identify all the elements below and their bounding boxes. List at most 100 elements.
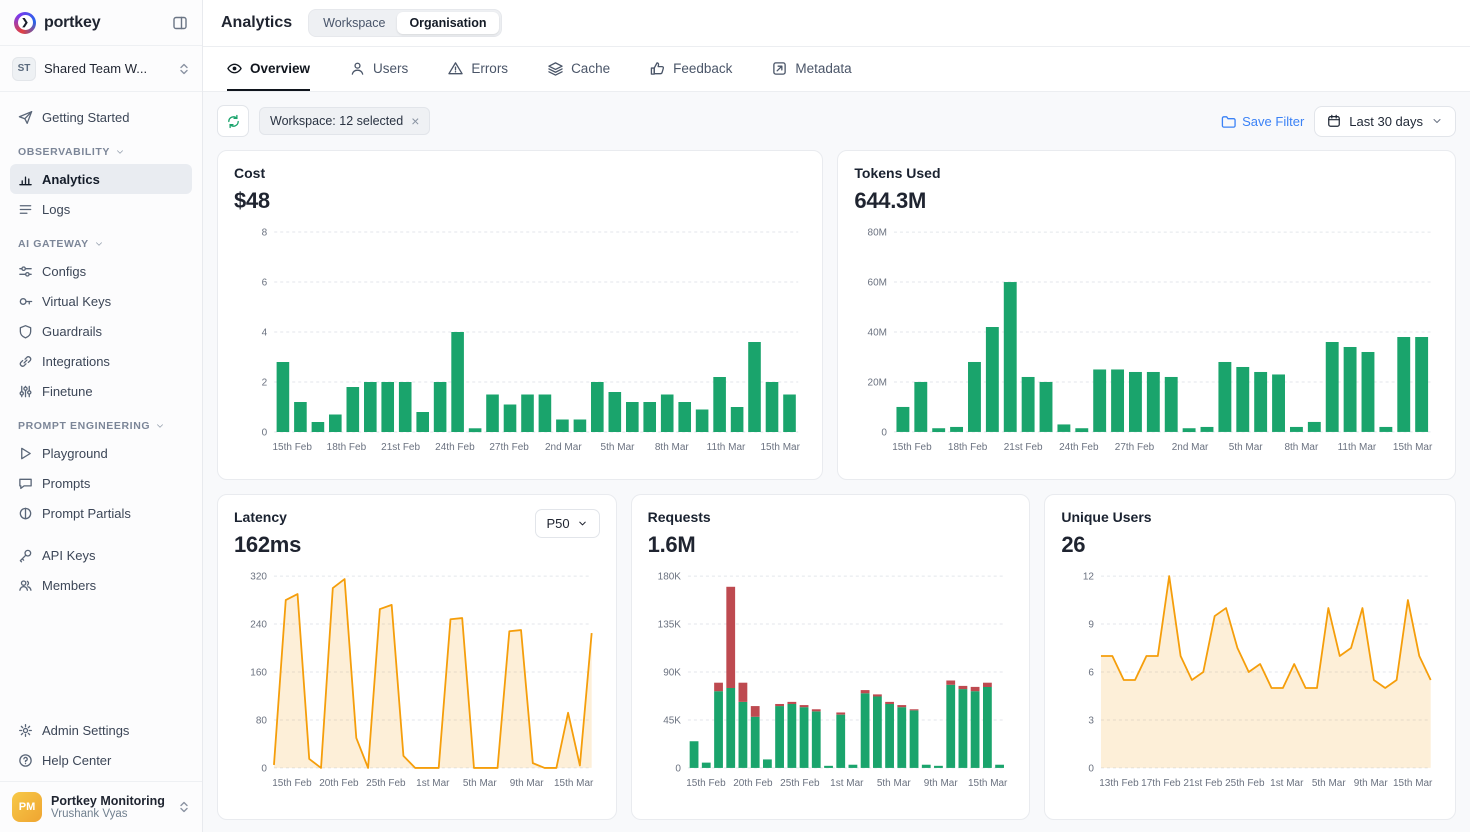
sidebar-item-virtual-keys[interactable]: Virtual Keys	[10, 286, 192, 316]
svg-text:40M: 40M	[868, 328, 887, 339]
svg-text:5th Mar: 5th Mar	[601, 442, 636, 453]
svg-text:21st Feb: 21st Feb	[381, 442, 420, 453]
tokens-used-card: Tokens Used 644.3M 0 20M 40M 60M 80M 15th Feb…	[837, 150, 1456, 480]
percentile-select[interactable]: P50	[534, 509, 600, 538]
svg-text:80M: 80M	[868, 228, 887, 239]
date-range-button[interactable]: Last 30 days	[1314, 105, 1456, 137]
svg-text:0: 0	[1089, 763, 1095, 774]
sidebar-item-logs[interactable]: Logs	[10, 194, 192, 224]
section-ai-gateway[interactable]: AI GATEWAY	[18, 238, 184, 250]
sidebar-item-prompt-partials[interactable]: Prompt Partials	[10, 498, 192, 528]
logo-text: portkey	[44, 13, 101, 31]
card-title: Cost	[234, 165, 266, 181]
tab-feedback[interactable]: Feedback	[650, 47, 732, 91]
tab-users[interactable]: Users	[350, 47, 408, 91]
sidebar-item-finetune[interactable]: Finetune	[10, 376, 192, 406]
sidebar-item-analytics[interactable]: Analytics	[10, 164, 192, 194]
profile-meta: Portkey Monitoring Vrushank Vyas	[51, 794, 169, 820]
workspace-selector[interactable]: ST Shared Team W...	[0, 46, 202, 92]
refresh-button[interactable]	[217, 105, 249, 137]
cost-chart: 0 2 4 6 8 15th Feb 18th Feb 21st Feb 24th Feb 27t…	[262, 228, 801, 454]
card-title: Tokens Used	[854, 165, 941, 181]
card-value: 26	[1061, 532, 1086, 557]
sidebar-item-label: Logs	[42, 201, 71, 217]
card-value: 644.3M	[854, 188, 927, 213]
sidebar-item-configs[interactable]: Configs	[10, 256, 192, 286]
sidebar-item-label: Integrations	[42, 353, 110, 369]
sidebar-item-label: Virtual Keys	[42, 293, 112, 309]
key-icon	[19, 549, 32, 562]
svg-text:25th Feb: 25th Feb	[1225, 778, 1265, 789]
svg-text:13th Feb: 13th Feb	[1100, 778, 1140, 789]
logs-icon	[19, 204, 32, 214]
updown-chevron-icon	[178, 62, 190, 76]
segment-organisation[interactable]: Organisation	[397, 12, 499, 34]
sidebar-item-label: Prompts	[42, 475, 91, 491]
sidebar-item-help-center[interactable]: Help Center	[10, 745, 192, 775]
topbar: Analytics Workspace Organisation	[203, 0, 1470, 47]
charts-row-1: Cost $48 0 2 4 6 8 15th Feb 18th Feb 21st Feb 24…	[217, 150, 1456, 480]
sidebar-item-label: Help Center	[42, 752, 112, 768]
metadata-icon	[773, 61, 787, 75]
chevron-down-icon	[578, 521, 586, 526]
workspace-badge: ST	[12, 56, 36, 81]
svg-text:2: 2	[262, 378, 268, 389]
calendar-icon	[1328, 114, 1341, 127]
save-filter-button[interactable]: Save Filter	[1221, 114, 1304, 129]
svg-text:15th Feb: 15th Feb	[893, 442, 933, 453]
chevron-down-icon	[157, 424, 164, 428]
sidebar-footer: Admin Settings Help Center	[0, 715, 202, 781]
svg-text:320: 320	[250, 572, 267, 583]
sidebar-item-getting-started[interactable]: Getting Started	[10, 102, 192, 132]
segment-workspace[interactable]: Workspace	[323, 16, 386, 30]
page-title: Analytics	[221, 14, 293, 31]
sidebar-item-playground[interactable]: Playground	[10, 438, 192, 468]
svg-text:9: 9	[1089, 620, 1095, 631]
svg-text:6: 6	[1089, 668, 1095, 679]
tab-cache[interactable]: Cache	[548, 47, 610, 91]
chat-bubble-icon	[19, 478, 32, 489]
svg-text:25th Feb: 25th Feb	[366, 778, 406, 789]
section-observability[interactable]: OBSERVABILITY	[18, 146, 184, 158]
svg-text:3: 3	[1089, 715, 1095, 726]
avatar: PM	[12, 792, 42, 822]
svg-text:24th Feb: 24th Feb	[1060, 442, 1100, 453]
tab-overview[interactable]: Overview	[227, 47, 311, 91]
close-icon[interactable]: ×	[411, 113, 420, 129]
section-prompt-engineering[interactable]: PROMPT ENGINEERING	[18, 420, 184, 432]
svg-text:18th Feb: 18th Feb	[948, 442, 988, 453]
tab-label: Errors	[471, 60, 509, 76]
sidebar-nav: Getting Started OBSERVABILITY Analytics …	[0, 92, 202, 715]
svg-text:90K: 90K	[663, 668, 681, 679]
logo-row: ❯ portkey	[0, 0, 202, 46]
latency-card: Latency 162ms P50 0 80 160 240 320 15th Feb 20…	[217, 494, 617, 820]
sidebar-item-prompts[interactable]: Prompts	[10, 468, 192, 498]
tab-label: Metadata	[795, 60, 852, 76]
tab-errors[interactable]: Errors	[448, 47, 508, 91]
profile-subtitle: Vrushank Vyas	[51, 808, 128, 820]
svg-text:15th Mar: 15th Mar	[760, 442, 800, 453]
sidebar-item-guardrails[interactable]: Guardrails	[10, 316, 192, 346]
save-filter-label: Save Filter	[1242, 113, 1305, 129]
card-value: 162ms	[234, 532, 302, 557]
section-label: PROMPT ENGINEERING	[18, 420, 151, 432]
sidebar-item-label: Playground	[42, 445, 108, 461]
svg-text:0: 0	[882, 427, 888, 438]
sidebar-item-integrations[interactable]: Integrations	[10, 346, 192, 376]
collapse-sidebar-icon[interactable]	[172, 15, 188, 31]
profile-switcher[interactable]: PM Portkey Monitoring Vrushank Vyas	[0, 781, 202, 832]
svg-text:80: 80	[256, 715, 268, 726]
cost-card: Cost $48 0 2 4 6 8 15th Feb 18th Feb 21st Feb 24…	[217, 150, 824, 480]
layers-icon	[548, 61, 563, 76]
tab-metadata[interactable]: Metadata	[772, 47, 852, 91]
svg-text:1st Mar: 1st Mar	[830, 778, 864, 789]
sidebar-item-admin-settings[interactable]: Admin Settings	[10, 715, 192, 745]
date-range-label: Last 30 days	[1349, 113, 1423, 129]
svg-text:45K: 45K	[663, 715, 681, 726]
svg-text:20M: 20M	[868, 377, 887, 388]
svg-text:5th Mar: 5th Mar	[877, 778, 912, 789]
sidebar-item-members[interactable]: Members	[10, 570, 192, 600]
sidebar-item-api-keys[interactable]: API Keys	[10, 540, 192, 570]
workspace-filter-chip[interactable]: Workspace: 12 selected ×	[259, 107, 431, 135]
section-label: AI GATEWAY	[18, 238, 89, 250]
